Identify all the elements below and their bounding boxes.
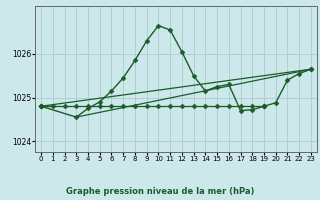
Text: Graphe pression niveau de la mer (hPa): Graphe pression niveau de la mer (hPa) <box>66 187 254 196</box>
